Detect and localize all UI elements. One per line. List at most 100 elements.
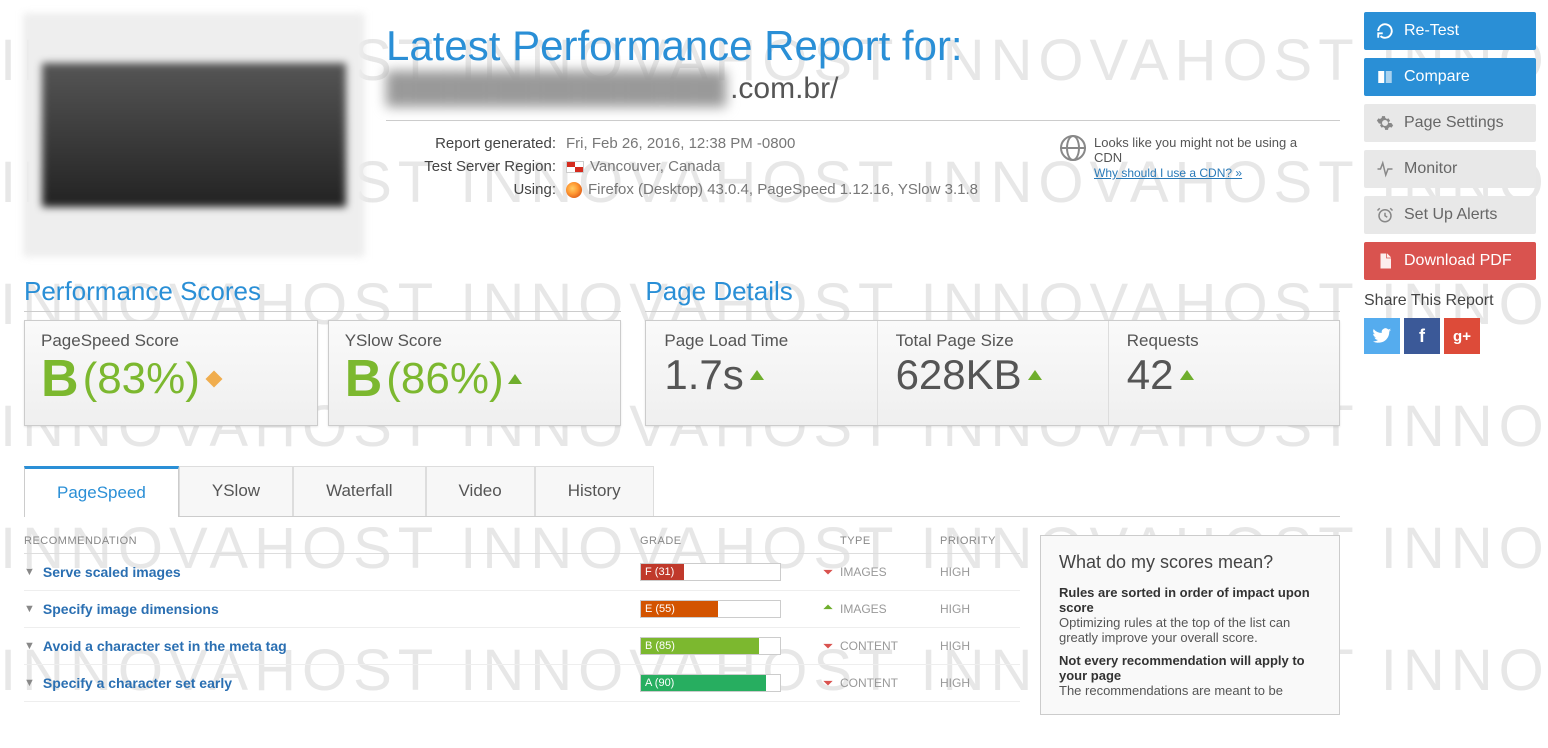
caret-up-icon — [1180, 370, 1194, 380]
clock-icon — [1376, 206, 1394, 224]
page-size-card: Total Page Size 628KB — [878, 321, 1109, 425]
expand-toggle-icon[interactable]: ▼ — [24, 603, 35, 615]
recommendation-row[interactable]: ▼ Specify image dimensionsE (55) IMAGESHIG… — [24, 591, 1020, 628]
page-size-value: 628KB — [896, 351, 1022, 399]
alerts-button[interactable]: Set Up Alerts — [1364, 196, 1536, 234]
download-pdf-button[interactable]: Download PDF — [1364, 242, 1536, 280]
globe-icon — [1060, 135, 1086, 161]
recommendation-name[interactable]: Specify a character set early — [43, 675, 640, 691]
col-recommendation: RECOMMENDATION — [24, 535, 640, 547]
tab-video[interactable]: Video — [426, 466, 535, 516]
trend-down-icon — [821, 638, 840, 655]
recommendation-row[interactable]: ▼Specify a character set earlyA (90)CONT… — [24, 665, 1020, 702]
recommendation-priority: HIGH — [940, 602, 1020, 616]
gear-icon — [1376, 114, 1394, 132]
alerts-label: Set Up Alerts — [1404, 206, 1497, 224]
pdf-icon — [1376, 252, 1394, 270]
compare-button[interactable]: Compare — [1364, 58, 1536, 96]
grade-bar: B (85) — [640, 637, 781, 655]
canada-flag-icon — [566, 161, 584, 173]
col-type: TYPE — [840, 535, 940, 547]
col-priority: PRIORITY — [940, 535, 1020, 547]
url-suffix: .com.br/ — [730, 72, 838, 106]
caret-up-icon — [750, 370, 764, 380]
info-heading-2: Not every recommendation will apply to y… — [1059, 653, 1321, 683]
tab-pagespeed[interactable]: PageSpeed — [24, 466, 179, 517]
caret-up-icon — [1028, 370, 1042, 380]
monitor-label: Monitor — [1404, 160, 1457, 178]
settings-label: Page Settings — [1404, 114, 1504, 132]
retest-label: Re-Test — [1404, 22, 1459, 40]
requests-label: Requests — [1127, 331, 1321, 351]
grade-fill: F (31) — [641, 564, 684, 580]
yslow-score-label: YSlow Score — [345, 331, 605, 351]
cdn-notice: Looks like you might not be using a CDN … — [1060, 135, 1320, 180]
load-time-value: 1.7s — [664, 351, 743, 399]
compare-label: Compare — [1404, 68, 1470, 86]
recommendations-table: RECOMMENDATION GRADE TYPE PRIORITY ▼ Serv… — [24, 535, 1020, 715]
col-grade: GRADE — [640, 535, 840, 547]
trend-up-icon — [821, 601, 840, 618]
report-generated-label: Report generated: — [386, 135, 556, 152]
page-title: Latest Performance Report for: — [386, 22, 1340, 70]
share-twitter-button[interactable] — [1364, 318, 1400, 354]
tab-yslow[interactable]: YSlow — [179, 466, 293, 516]
expand-toggle-icon[interactable]: ▼ — [24, 640, 35, 652]
recommendation-name[interactable]: Serve scaled images — [43, 564, 640, 580]
info-heading-1: Rules are sorted in order of impact upon… — [1059, 585, 1321, 615]
expand-toggle-icon[interactable]: ▼ — [24, 677, 35, 689]
retest-button[interactable]: Re-Test — [1364, 12, 1536, 50]
recommendation-priority: HIGH — [940, 676, 1020, 690]
grade-fill: E (55) — [641, 601, 718, 617]
recommendation-type: IMAGES — [840, 565, 940, 579]
pulse-icon — [1376, 160, 1394, 178]
requests-card: Requests 42 — [1109, 321, 1339, 425]
share-facebook-button[interactable]: f — [1404, 318, 1440, 354]
performance-scores-heading: Performance Scores — [24, 276, 621, 312]
requests-value: 42 — [1127, 351, 1174, 399]
site-thumbnail — [24, 14, 364, 256]
recommendation-priority: HIGH — [940, 565, 1020, 579]
page-settings-button[interactable]: Page Settings — [1364, 104, 1536, 142]
tab-history[interactable]: History — [535, 466, 654, 516]
refresh-icon — [1376, 22, 1394, 40]
recommendation-type: IMAGES — [840, 602, 940, 616]
info-text-1: Optimizing rules at the top of the list … — [1059, 615, 1321, 645]
expand-toggle-icon[interactable]: ▼ — [24, 566, 35, 578]
grade-bar: E (55) — [640, 600, 781, 618]
recommendation-row[interactable]: ▼ Avoid a character set in the meta tagB … — [24, 628, 1020, 665]
load-time-label: Page Load Time — [664, 331, 858, 351]
cdn-info-link[interactable]: Why should I use a CDN? » — [1094, 166, 1242, 180]
compare-icon — [1376, 68, 1394, 86]
info-text-2: The recommendations are meant to be — [1059, 683, 1321, 698]
firefox-icon — [566, 182, 582, 198]
recommendation-name[interactable]: Avoid a character set in the meta tag — [43, 638, 640, 654]
page-load-time-card: Page Load Time 1.7s — [646, 321, 877, 425]
report-generated-value: Fri, Feb 26, 2016, 12:38 PM -0800 — [566, 135, 795, 152]
recommendation-row[interactable]: ▼ Serve scaled imagesF (31) IMAGESHIGH — [24, 554, 1020, 591]
grade-bar: F (31) — [640, 563, 781, 581]
tabs: PageSpeed YSlow Waterfall Video History — [24, 466, 1340, 517]
url-blurred-part: ████████████████ — [386, 72, 726, 106]
using-value: Firefox (Desktop) 43.0.4, PageSpeed 1.12… — [588, 181, 978, 198]
pdf-label: Download PDF — [1404, 252, 1512, 270]
recommendation-type: CONTENT — [840, 639, 940, 653]
trend-down-icon — [821, 564, 840, 581]
recommendation-name[interactable]: Specify image dimensions — [43, 601, 640, 617]
tab-waterfall[interactable]: Waterfall — [293, 466, 425, 516]
cdn-notice-text: Looks like you might not be using a CDN — [1094, 135, 1320, 165]
diamond-icon — [205, 371, 222, 388]
grade-bar: A (90) — [640, 674, 781, 692]
using-label: Using: — [386, 181, 556, 198]
yslow-pct: (86%) — [386, 354, 503, 404]
share-this-report-heading: Share This Report — [1364, 292, 1536, 310]
monitor-button[interactable]: Monitor — [1364, 150, 1536, 188]
caret-up-icon — [508, 374, 522, 384]
pagespeed-score-card: PageSpeed Score B (83%) — [24, 320, 318, 426]
recommendation-priority: HIGH — [940, 639, 1020, 653]
yslow-grade: B — [345, 349, 383, 409]
trend-down-icon — [821, 675, 840, 692]
pagespeed-score-label: PageSpeed Score — [41, 331, 301, 351]
share-googleplus-button[interactable]: g+ — [1444, 318, 1480, 354]
tested-url: ████████████████ .com.br/ — [386, 72, 1340, 106]
